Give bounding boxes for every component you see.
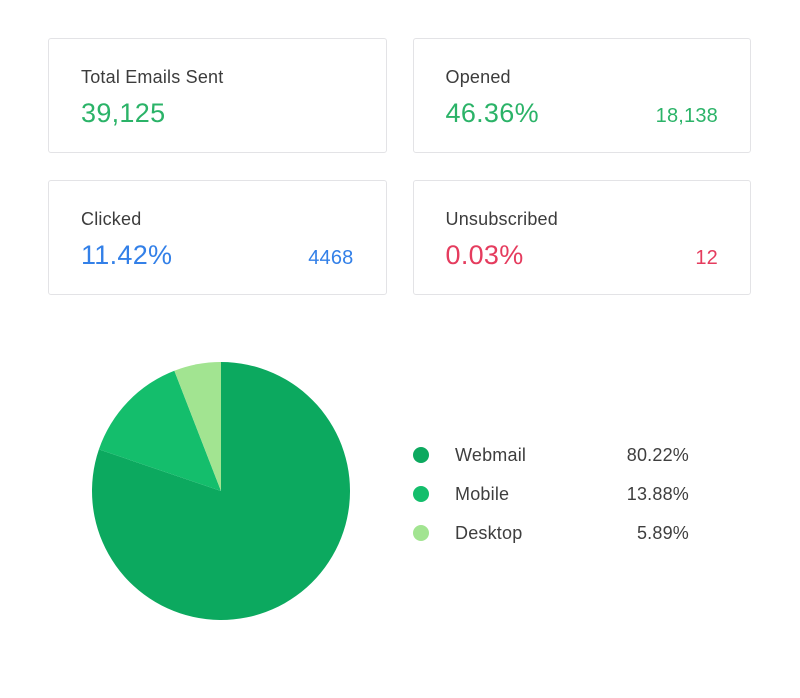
card-value: 39,125 bbox=[81, 98, 166, 128]
pie-chart[interactable] bbox=[92, 362, 351, 620]
card-label: Clicked bbox=[81, 209, 142, 229]
card-value-row: 46.36% 18,138 bbox=[446, 97, 719, 130]
stat-card-opened: Opened 46.36% 18,138 bbox=[412, 38, 751, 153]
card-label: Opened bbox=[445, 67, 511, 87]
legend-label: Mobile bbox=[455, 483, 510, 504]
email-report-dashboard: { "cards": [ { "label": "Total Emails Se… bbox=[0, 38, 800, 698]
legend-dot-desktop bbox=[413, 525, 429, 541]
delivery-breakdown-chart-section: Webmail 80.22% Mobile 13.88% Desktop 5.8… bbox=[0, 362, 800, 620]
legend-value: 80.22% bbox=[626, 444, 689, 465]
card-value: 46.36% bbox=[445, 98, 539, 128]
card-count: 4468 bbox=[308, 247, 354, 269]
pie-slice-webmail[interactable] bbox=[92, 362, 351, 620]
card-value-row: 0.03% 12 bbox=[446, 239, 719, 272]
card-count: 12 bbox=[695, 247, 718, 269]
card-value: 11.42% bbox=[81, 240, 173, 270]
stat-card-total-emails-sent: Total Emails Sent 39,125 bbox=[48, 38, 387, 153]
legend-value: 5.89% bbox=[636, 522, 689, 543]
legend-item-webmail[interactable]: Webmail 80.22% bbox=[413, 442, 689, 468]
pie-slice-mobile[interactable] bbox=[98, 370, 221, 491]
card-count: 18,138 bbox=[655, 105, 718, 127]
legend-value: 13.88% bbox=[626, 483, 689, 504]
legend-item-desktop[interactable]: Desktop 5.89% bbox=[413, 520, 689, 546]
card-value: 0.03% bbox=[445, 240, 524, 270]
pie-legend: Webmail 80.22% Mobile 13.88% Desktop 5.8… bbox=[413, 442, 689, 546]
legend-dot-mobile bbox=[413, 486, 429, 502]
card-value-row: 39,125 bbox=[81, 97, 354, 130]
legend-item-mobile[interactable]: Mobile 13.88% bbox=[413, 481, 689, 507]
pie-chart-container bbox=[92, 362, 351, 620]
card-value-row: 11.42% 4468 bbox=[81, 239, 354, 272]
legend-dot-webmail bbox=[413, 447, 429, 463]
stat-card-unsubscribed: Unsubscribed 0.03% 12 bbox=[412, 180, 751, 295]
stat-card-clicked: Clicked 11.42% 4468 bbox=[48, 180, 387, 295]
pie-slice-desktop[interactable] bbox=[174, 362, 221, 491]
legend-label: Desktop bbox=[455, 522, 523, 543]
card-label: Unsubscribed bbox=[445, 209, 558, 229]
legend-label: Webmail bbox=[455, 444, 527, 465]
card-label: Total Emails Sent bbox=[81, 67, 224, 87]
stat-cards-grid: Total Emails Sent 39,125 Opened 46.36% 1… bbox=[48, 38, 751, 295]
